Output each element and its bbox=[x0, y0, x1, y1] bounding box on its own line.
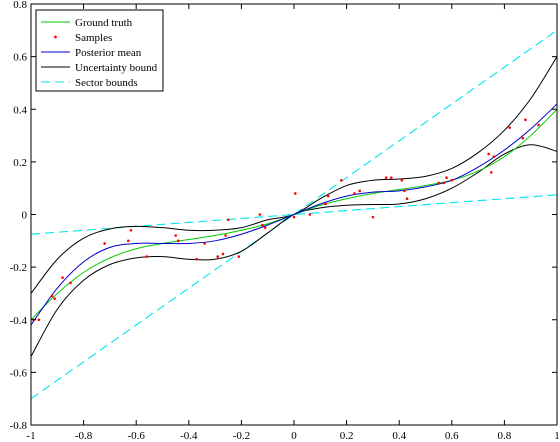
legend-label-sector-bounds: Sector bounds bbox=[75, 77, 138, 89]
sample-point bbox=[445, 176, 448, 179]
x-tick-label: -0.2 bbox=[233, 430, 250, 442]
sample-point bbox=[145, 255, 149, 258]
x-tick-label: 0.4 bbox=[392, 430, 406, 442]
legend-label-samples: Samples bbox=[75, 32, 112, 44]
sample-point bbox=[224, 234, 227, 237]
x-tick-label: 0 bbox=[291, 430, 297, 442]
legend: Ground truth Samples Posterior mean Uncerta… bbox=[35, 9, 164, 92]
sample-point bbox=[487, 152, 490, 156]
y-axis-ticks: -0.8 -0.6 -0.4 -0.2 0 0.2 0.4 0.6 0.8 bbox=[10, 0, 557, 432]
sample-point bbox=[492, 155, 496, 158]
sample-point bbox=[405, 197, 409, 201]
sample-point bbox=[524, 118, 527, 122]
sample-point bbox=[174, 234, 177, 237]
y-tick-label: -0.8 bbox=[10, 420, 28, 432]
sample-point bbox=[390, 176, 393, 179]
x-tick-label: 0.6 bbox=[445, 430, 459, 442]
sample-point bbox=[400, 178, 404, 182]
sample-point bbox=[384, 176, 388, 179]
series-line-posterior-mean bbox=[31, 103, 557, 326]
sample-point bbox=[308, 213, 312, 216]
x-tick-label: 0.8 bbox=[498, 430, 512, 442]
plot-curves bbox=[31, 29, 557, 400]
sample-point bbox=[50, 294, 54, 298]
y-tick-label: 0 bbox=[22, 210, 28, 222]
x-tick-label: 0.2 bbox=[340, 430, 354, 442]
legend-label-posterior-mean: Posterior mean bbox=[75, 47, 142, 59]
sample-point bbox=[358, 189, 362, 193]
sample-point bbox=[237, 255, 241, 258]
y-tick-label: 0.8 bbox=[13, 0, 27, 11]
y-tick-label: 0.4 bbox=[13, 104, 27, 116]
y-tick-label: -0.4 bbox=[10, 315, 28, 327]
x-tick-label: 1 bbox=[554, 430, 560, 442]
x-tick-label: -0.4 bbox=[180, 430, 198, 442]
sample-point bbox=[508, 126, 511, 129]
sample-point bbox=[326, 194, 330, 198]
sample-point bbox=[537, 123, 540, 127]
series-line-sector-bounds bbox=[31, 29, 557, 400]
sample-point bbox=[53, 297, 56, 301]
sample-point bbox=[403, 189, 406, 193]
sample-point bbox=[176, 239, 180, 243]
x-tick-label: -0.6 bbox=[127, 430, 145, 442]
sample-point bbox=[258, 213, 262, 216]
sample-point bbox=[261, 223, 264, 227]
sample-point bbox=[442, 181, 446, 185]
y-tick-label: -0.2 bbox=[10, 262, 27, 274]
sample-point bbox=[292, 215, 296, 219]
sample-point bbox=[69, 281, 72, 285]
sample-point bbox=[216, 255, 220, 258]
sample-point bbox=[489, 171, 493, 174]
sample-point bbox=[195, 257, 198, 261]
sample-point bbox=[263, 226, 267, 229]
sample-point bbox=[37, 318, 41, 322]
sample-point bbox=[226, 218, 230, 222]
sample-point bbox=[521, 136, 525, 140]
sample-point bbox=[203, 242, 206, 245]
sample-point bbox=[61, 276, 64, 279]
legend-swatch-samples bbox=[54, 35, 57, 39]
legend-label-ground-truth: Ground truth bbox=[75, 17, 133, 29]
sample-point bbox=[129, 228, 133, 232]
sample-point bbox=[294, 192, 297, 195]
sample-point bbox=[353, 192, 356, 195]
sample-point bbox=[450, 178, 454, 182]
sample-point bbox=[371, 215, 375, 219]
sample-point bbox=[103, 242, 106, 245]
sample-point bbox=[127, 239, 130, 243]
y-tick-label: -0.6 bbox=[10, 367, 28, 379]
sample-point bbox=[324, 202, 327, 206]
y-tick-label: 0.6 bbox=[13, 52, 27, 64]
sample-markers bbox=[32, 118, 540, 322]
legend-box bbox=[35, 9, 164, 92]
sample-point bbox=[437, 181, 440, 185]
sample-point bbox=[340, 178, 343, 182]
sample-point bbox=[221, 252, 225, 256]
x-axis-ticks: -1 -0.8 -0.6 -0.4 -0.2 0 0.2 0.4 0.6 0.8 1 bbox=[26, 4, 560, 442]
y-tick-label: 0.2 bbox=[13, 157, 27, 169]
x-tick-label: -0.8 bbox=[75, 430, 93, 442]
x-tick-label: -1 bbox=[26, 430, 35, 442]
legend-label-uncertainty-bound: Uncertainty bound bbox=[75, 62, 158, 74]
